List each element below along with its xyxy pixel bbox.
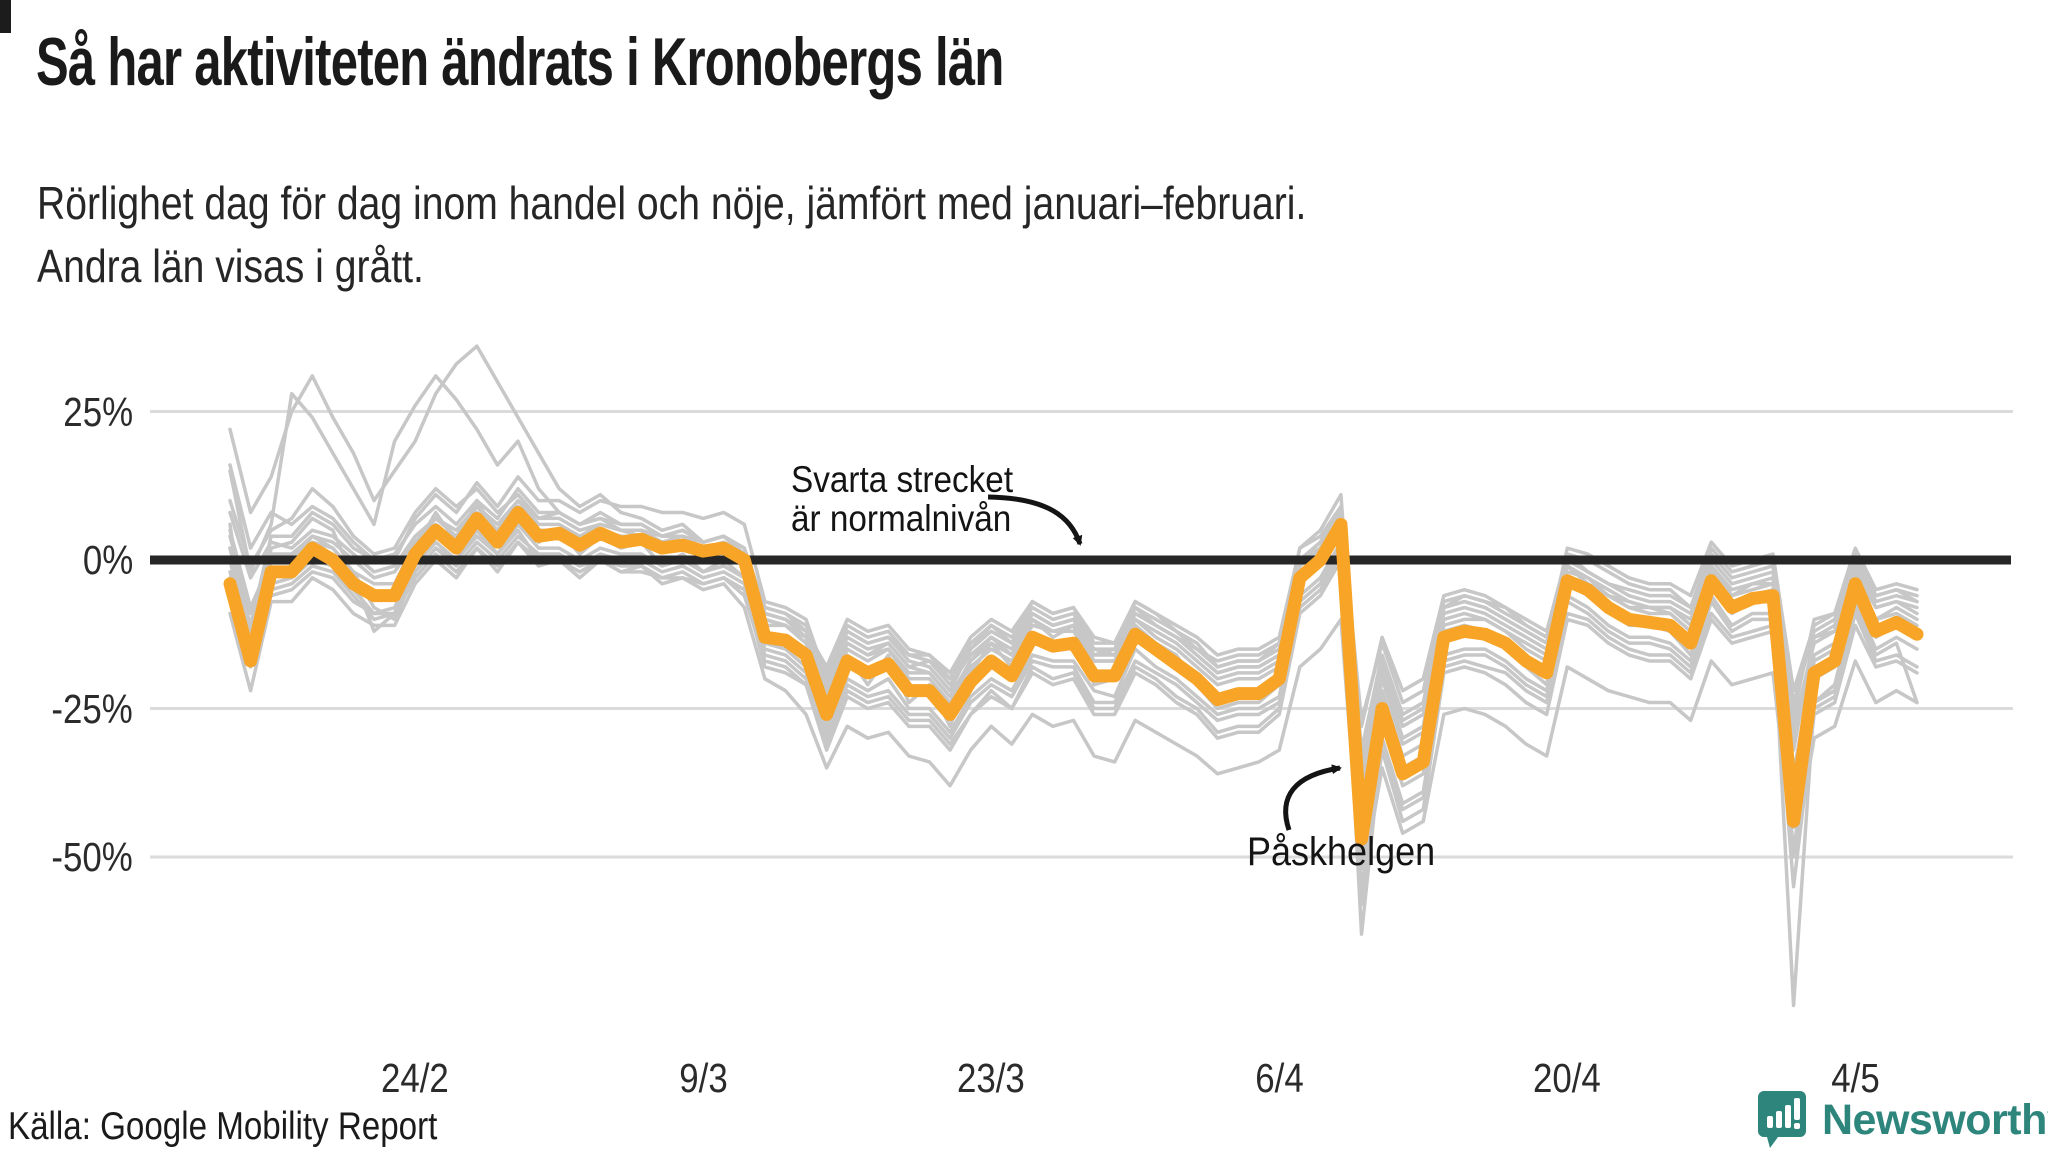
x-tick-label-23-3: 23/3 bbox=[891, 1053, 1091, 1103]
county-line-4 bbox=[228, 522, 1919, 1008]
y-tick-label-25%: 25% bbox=[0, 387, 133, 437]
baseline-annotation-line-1: Svarta strecket bbox=[791, 459, 1014, 500]
x-tick-label-9-3: 9/3 bbox=[603, 1053, 803, 1103]
x-tick-label-24-2: 24/2 bbox=[315, 1053, 515, 1103]
y-tick-text: -25% bbox=[51, 685, 133, 732]
page-title-text: Så har aktiviteten ändrats i Kronobergs … bbox=[36, 24, 1004, 100]
brand-logo: Newsworthy bbox=[1756, 1088, 2048, 1152]
kronoberg-line bbox=[223, 505, 1924, 846]
newsworthy-icon bbox=[1758, 1091, 1806, 1148]
page-subtitle: Rörlighet dag för dag inom handel och nö… bbox=[37, 172, 1530, 298]
baseline-annotation-arrow bbox=[987, 494, 1083, 546]
corner-artifact bbox=[0, 0, 11, 33]
y-tick-text: 25% bbox=[63, 388, 133, 435]
county-line-5 bbox=[228, 475, 1919, 788]
y-tick-label--25%: -25% bbox=[0, 684, 133, 734]
brand-name: Newsworthy bbox=[1822, 1095, 2048, 1144]
y-tick-text: -50% bbox=[51, 834, 133, 880]
y-tick-label-0%: 0% bbox=[0, 535, 133, 585]
x-tick-text: 24/2 bbox=[381, 1055, 450, 1101]
baseline-annotation-line-2: är normalnivån bbox=[791, 498, 1012, 539]
easter-annotation-arrow bbox=[1283, 764, 1342, 831]
x-tick-text: 20/4 bbox=[1533, 1055, 1602, 1101]
page-title: Så har aktiviteten ändrats i Kronobergs … bbox=[36, 20, 1380, 104]
subtitle-line-1: Rörlighet dag för dag inom handel och nö… bbox=[37, 177, 1307, 229]
x-tick-label-20-4: 20/4 bbox=[1467, 1053, 1667, 1103]
county-line-8 bbox=[228, 534, 1919, 859]
subtitle-line-2: Andra län visas i grått. bbox=[37, 240, 424, 292]
kronoberg-line-group bbox=[223, 505, 1924, 846]
county-line-11 bbox=[228, 540, 1919, 907]
county-line-3 bbox=[228, 528, 1919, 889]
x-tick-text: 6/4 bbox=[1254, 1055, 1304, 1101]
y-tick-text: 0% bbox=[82, 537, 133, 583]
other-counties-lines bbox=[228, 344, 1919, 1008]
x-tick-text: 4/5 bbox=[1831, 1055, 1880, 1101]
x-tick-text: 23/3 bbox=[957, 1055, 1026, 1101]
x-tick-text: 9/3 bbox=[678, 1055, 728, 1101]
gridlines bbox=[150, 410, 2013, 859]
baseline-annotation: Svarta strecket är normalnivån bbox=[791, 460, 1038, 538]
easter-annotation: Påskhelgen bbox=[1247, 830, 1436, 874]
source-note: Källa: Google Mobility Report bbox=[8, 1105, 438, 1148]
county-line-10 bbox=[228, 498, 1919, 818]
x-tick-label-4-5: 4/5 bbox=[1755, 1053, 1955, 1103]
y-tick-label--50%: -50% bbox=[0, 832, 133, 882]
x-tick-label-6-4: 6/4 bbox=[1179, 1053, 1379, 1103]
